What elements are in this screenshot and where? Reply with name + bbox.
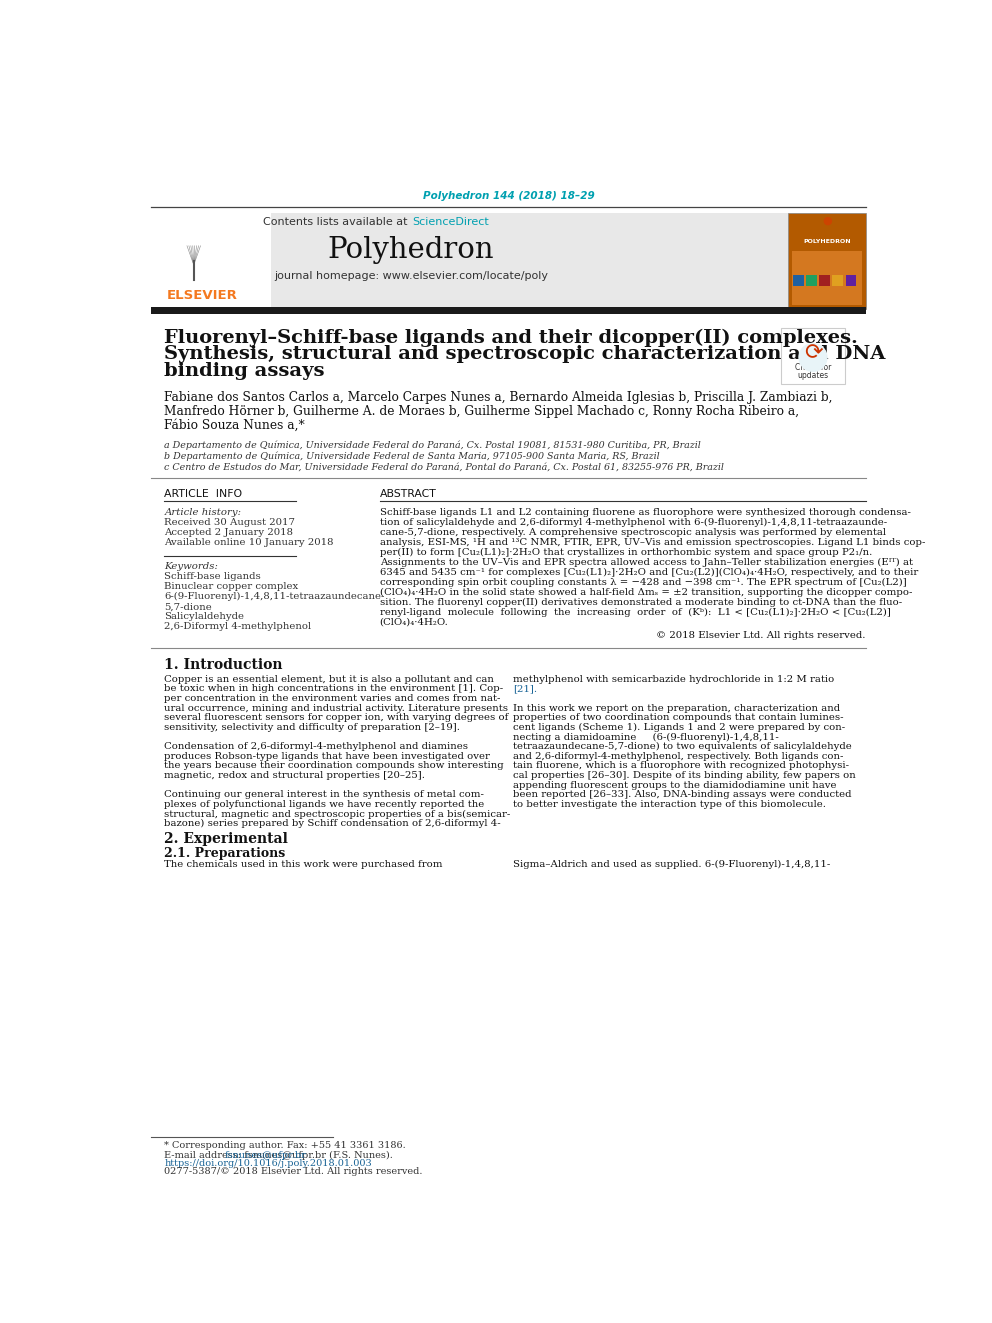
Text: Polyhedron: Polyhedron (327, 235, 494, 263)
Text: updates: updates (798, 370, 828, 380)
Text: tain fluorene, which is a fluorophore with recognized photophysi-: tain fluorene, which is a fluorophore wi… (513, 762, 849, 770)
Text: Check for: Check for (795, 363, 831, 372)
Text: be toxic when in high concentrations in the environment [1]. Cop-: be toxic when in high concentrations in … (165, 684, 503, 693)
Text: Synthesis, structural and spectroscopic characterization and DNA: Synthesis, structural and spectroscopic … (165, 345, 886, 364)
Text: journal homepage: www.elsevier.com/locate/poly: journal homepage: www.elsevier.com/locat… (274, 271, 548, 280)
Text: ScienceDirect: ScienceDirect (413, 217, 489, 228)
Text: analysis, ESI-MS, ¹H and ¹³C NMR, FTIR, EPR, UV–Vis and emission spectroscopies.: analysis, ESI-MS, ¹H and ¹³C NMR, FTIR, … (380, 537, 926, 546)
Text: tetraazaundecane-5,7-dione) to two equivalents of salicylaldehyde: tetraazaundecane-5,7-dione) to two equiv… (513, 742, 852, 751)
Text: ELSEVIER: ELSEVIER (167, 290, 237, 303)
Text: magnetic, redox and structural properties [20–25].: magnetic, redox and structural propertie… (165, 771, 426, 781)
Bar (845, 275, 856, 286)
Text: Keywords:: Keywords: (165, 562, 218, 572)
Text: several fluorescent sensors for copper ion, with varying degrees of: several fluorescent sensors for copper i… (165, 713, 509, 722)
Text: cal properties [26–30]. Despite of its binding ability, few papers on: cal properties [26–30]. Despite of its b… (513, 771, 856, 781)
Text: ABSTRACT: ABSTRACT (380, 490, 436, 500)
Text: [21].: [21]. (513, 684, 538, 693)
Bar (789, 213, 866, 308)
Bar (782, 328, 845, 384)
Bar (806, 275, 816, 286)
Text: ●: ● (822, 216, 832, 225)
Text: cane-5,7-dione, respectively. A comprehensive spectroscopic analysis was perform: cane-5,7-dione, respectively. A comprehe… (380, 528, 886, 537)
Text: plexes of polyfunctional ligands we have recently reported the: plexes of polyfunctional ligands we have… (165, 800, 484, 808)
Text: and 2,6-diformyl-4-methylphenol, respectively. Both ligands con-: and 2,6-diformyl-4-methylphenol, respect… (513, 751, 843, 761)
Bar (792, 251, 862, 306)
Text: the years because their coordination compounds show interesting: the years because their coordination com… (165, 762, 504, 770)
Text: properties of two coordination compounds that contain lumines-: properties of two coordination compounds… (513, 713, 843, 722)
Bar (832, 275, 843, 286)
Text: Polyhedron 144 (2018) 18–29: Polyhedron 144 (2018) 18–29 (423, 191, 594, 201)
Text: © 2018 Elsevier Ltd. All rights reserved.: © 2018 Elsevier Ltd. All rights reserved… (656, 631, 866, 640)
Text: necting a diamidoamine     (6-(9-fluorenyl)-1,4,8,11-: necting a diamidoamine (6-(9-fluorenyl)-… (513, 733, 779, 742)
Text: Article history:: Article history: (165, 508, 241, 517)
Text: c Centro de Estudos do Mar, Universidade Federal do Paraná, Pontal do Paraná, Cx: c Centro de Estudos do Mar, Universidade… (165, 462, 724, 471)
Text: per concentration in the environment varies and comes from nat-: per concentration in the environment var… (165, 695, 501, 703)
Text: tion of salicylaldehyde and 2,6-diformyl 4-methylphenol with 6-(9-fluorenyl)-1,4: tion of salicylaldehyde and 2,6-diformyl… (380, 517, 887, 527)
Text: Copper is an essential element, but it is also a pollutant and can: Copper is an essential element, but it i… (165, 675, 494, 684)
Text: Binuclear copper complex: Binuclear copper complex (165, 582, 299, 591)
Text: * Corresponding author. Fax: +55 41 3361 3186.: * Corresponding author. Fax: +55 41 3361… (165, 1142, 406, 1151)
Text: Manfredo Hörner b, Guilherme A. de Moraes b, Guilherme Sippel Machado c, Ronny R: Manfredo Hörner b, Guilherme A. de Morae… (165, 405, 800, 418)
Text: Available online 10 January 2018: Available online 10 January 2018 (165, 538, 333, 548)
Text: Sigma–Aldrich and used as supplied. 6-(9-Fluorenyl)-1,4,8,11-: Sigma–Aldrich and used as supplied. 6-(9… (513, 860, 830, 869)
Text: 6-(9-Fluorenyl)-1,4,8,11-tetraazaundecane-: 6-(9-Fluorenyl)-1,4,8,11-tetraazaundecan… (165, 593, 385, 602)
Text: Contents lists available at: Contents lists available at (263, 217, 411, 228)
Circle shape (799, 344, 827, 372)
Text: 2,6-Diformyl 4-methylphenol: 2,6-Diformyl 4-methylphenol (165, 622, 311, 631)
Text: Fabiane dos Santos Carlos a, Marcelo Carpes Nunes a, Bernardo Almeida Iglesias b: Fabiane dos Santos Carlos a, Marcelo Car… (165, 392, 833, 404)
Text: 0277-5387/© 2018 Elsevier Ltd. All rights reserved.: 0277-5387/© 2018 Elsevier Ltd. All right… (165, 1167, 423, 1176)
Text: renyl-ligand  molecule  following  the  increasing  order  of  (Kᵇ):  L1 < [Cu₂(: renyl-ligand molecule following the incr… (380, 607, 891, 617)
Text: POLYHEDRON: POLYHEDRON (804, 239, 851, 245)
Text: 6345 and 5435 cm⁻¹ for complexes [Cu₂(L1)₂]·2H₂O and [Cu₂(L2)](ClO₄)₄·4H₂O, resp: 6345 and 5435 cm⁻¹ for complexes [Cu₂(L1… (380, 568, 918, 577)
Text: methylphenol with semicarbazide hydrochloride in 1:2 M ratio: methylphenol with semicarbazide hydrochl… (513, 675, 834, 684)
Text: Assignments to the UV–Vis and EPR spectra allowed access to Jahn–Teller stabiliz: Assignments to the UV–Vis and EPR spectr… (380, 558, 913, 566)
Text: (ClO₄)₄·4H₂O.: (ClO₄)₄·4H₂O. (380, 618, 448, 627)
Text: 5,7-dione: 5,7-dione (165, 602, 212, 611)
Text: per(II) to form [Cu₂(L1)₂]·2H₂O that crystallizes in orthorhombic system and spa: per(II) to form [Cu₂(L1)₂]·2H₂O that cry… (380, 548, 872, 557)
Text: Accepted 2 January 2018: Accepted 2 January 2018 (165, 528, 294, 537)
Bar (819, 275, 830, 286)
Text: The chemicals used in this work were purchased from: The chemicals used in this work were pur… (165, 860, 442, 869)
Text: cent ligands (Scheme 1). Ligands 1 and 2 were prepared by con-: cent ligands (Scheme 1). Ligands 1 and 2… (513, 722, 845, 732)
Bar (793, 275, 804, 286)
Text: 1. Introduction: 1. Introduction (165, 659, 283, 672)
Text: bazone) series prepared by Schiff condensation of 2,6-diformyl 4-: bazone) series prepared by Schiff conden… (165, 819, 501, 828)
Text: Schiff-base ligands L1 and L2 containing fluorene as fluorophore were synthesize: Schiff-base ligands L1 and L2 containing… (380, 508, 911, 517)
Text: corresponding spin orbit coupling constants λ = −428 and −398 cm⁻¹. The EPR spec: corresponding spin orbit coupling consta… (380, 578, 907, 587)
Text: produces Robson-type ligands that have been investigated over: produces Robson-type ligands that have b… (165, 751, 490, 761)
Text: In this work we report on the preparation, characterization and: In this work we report on the preparatio… (513, 704, 840, 713)
Text: to better investigate the interaction type of this biomolecule.: to better investigate the interaction ty… (513, 800, 826, 808)
Text: Continuing our general interest in the synthesis of metal com-: Continuing our general interest in the s… (165, 790, 484, 799)
Text: structural, magnetic and spectroscopic properties of a bis(semicar-: structural, magnetic and spectroscopic p… (165, 810, 511, 819)
Text: a Departamento de Química, Universidade Federal do Paraná, Cx. Postal 19081, 815: a Departamento de Química, Universidade … (165, 441, 701, 450)
Text: https://doi.org/10.1016/j.poly.2018.01.003: https://doi.org/10.1016/j.poly.2018.01.0… (165, 1159, 372, 1168)
Text: ural occurrence, mining and industrial activity. Literature presents: ural occurrence, mining and industrial a… (165, 704, 508, 713)
Text: Fluorenyl–Schiff-base ligands and their dicopper(II) complexes.: Fluorenyl–Schiff-base ligands and their … (165, 328, 858, 347)
Text: (ClO₄)₄·4H₂O in the solid state showed a half-field Δmₛ = ±2 transition, support: (ClO₄)₄·4H₂O in the solid state showed a… (380, 587, 912, 597)
Text: been reported [26–33]. Also, DNA-binding assays were conducted: been reported [26–33]. Also, DNA-binding… (513, 790, 851, 799)
Text: b Departamento de Química, Universidade Federal de Santa Maria, 97105-900 Santa : b Departamento de Química, Universidade … (165, 451, 660, 460)
Text: Fábio Souza Nunes a,*: Fábio Souza Nunes a,* (165, 418, 306, 431)
Text: sensitivity, selectivity and difficulty of preparation [2–19].: sensitivity, selectivity and difficulty … (165, 722, 460, 732)
Text: Salicylaldehyde: Salicylaldehyde (165, 613, 244, 622)
Bar (151, 213, 271, 308)
Text: Schiff-base ligands: Schiff-base ligands (165, 573, 261, 581)
Bar (151, 213, 866, 308)
Text: fsnunes@ufpr.br: fsnunes@ufpr.br (225, 1151, 307, 1160)
Text: Condensation of 2,6-diformyl-4-methylphenol and diamines: Condensation of 2,6-diformyl-4-methylphe… (165, 742, 468, 751)
Text: 2. Experimental: 2. Experimental (165, 832, 288, 847)
Text: binding assays: binding assays (165, 363, 324, 380)
Text: ARTICLE  INFO: ARTICLE INFO (165, 490, 242, 500)
Text: ⟳: ⟳ (804, 343, 822, 363)
Text: sition. The fluorenyl copper(II) derivatives demonstrated a moderate binding to : sition. The fluorenyl copper(II) derivat… (380, 598, 902, 607)
Text: 2.1. Preparations: 2.1. Preparations (165, 847, 286, 860)
Bar (151, 307, 866, 315)
Text: Received 30 August 2017: Received 30 August 2017 (165, 519, 296, 528)
Text: appending fluorescent groups to the diamidodiamine unit have: appending fluorescent groups to the diam… (513, 781, 836, 790)
Text: E-mail address: fsnunes@ufpr.br (F.S. Nunes).: E-mail address: fsnunes@ufpr.br (F.S. Nu… (165, 1151, 393, 1160)
